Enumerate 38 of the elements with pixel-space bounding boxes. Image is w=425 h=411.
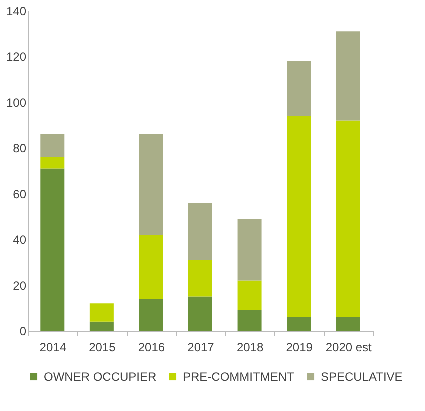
bar [90,304,114,322]
bar [139,235,164,299]
bar [40,157,65,169]
bar [287,61,312,116]
y-tick-label: 100 [6,96,27,110]
x-tick-label: 2017 [188,340,215,354]
y-tick-label: 60 [13,187,27,202]
bar [336,317,360,331]
y-tick-label: 40 [13,233,27,248]
y-tick-label: 120 [6,50,27,64]
bar [336,120,360,318]
bar [40,134,65,158]
bar [188,296,212,331]
bar [188,203,212,260]
legend-label: PRE-COMMITMENT [183,370,295,384]
bar [287,317,312,331]
bar [188,260,212,297]
legend-label: SPECULATIVE [321,370,403,384]
bar [90,322,114,331]
x-tick-label: 2015 [89,340,116,354]
bar [238,310,262,331]
y-tick-label: 0 [20,324,27,338]
x-tick-label: 2019 [286,340,314,354]
bar [139,299,164,331]
bar [238,219,262,281]
bar [238,280,262,310]
y-tick-label: 20 [13,278,27,293]
x-tick-label: 2014 [40,340,67,354]
y-tick-label: 140 [6,4,27,18]
y-tick-label: 80 [13,142,27,156]
x-tick-label: 2016 [138,340,166,354]
bar [287,116,312,318]
x-tick-label: 2018 [236,340,264,354]
x-tick-label: 2020 est [326,340,373,354]
bar [40,168,65,331]
bar [139,134,164,235]
bar [336,32,360,121]
legend-label: OWNER OCCUPIER [44,370,158,384]
